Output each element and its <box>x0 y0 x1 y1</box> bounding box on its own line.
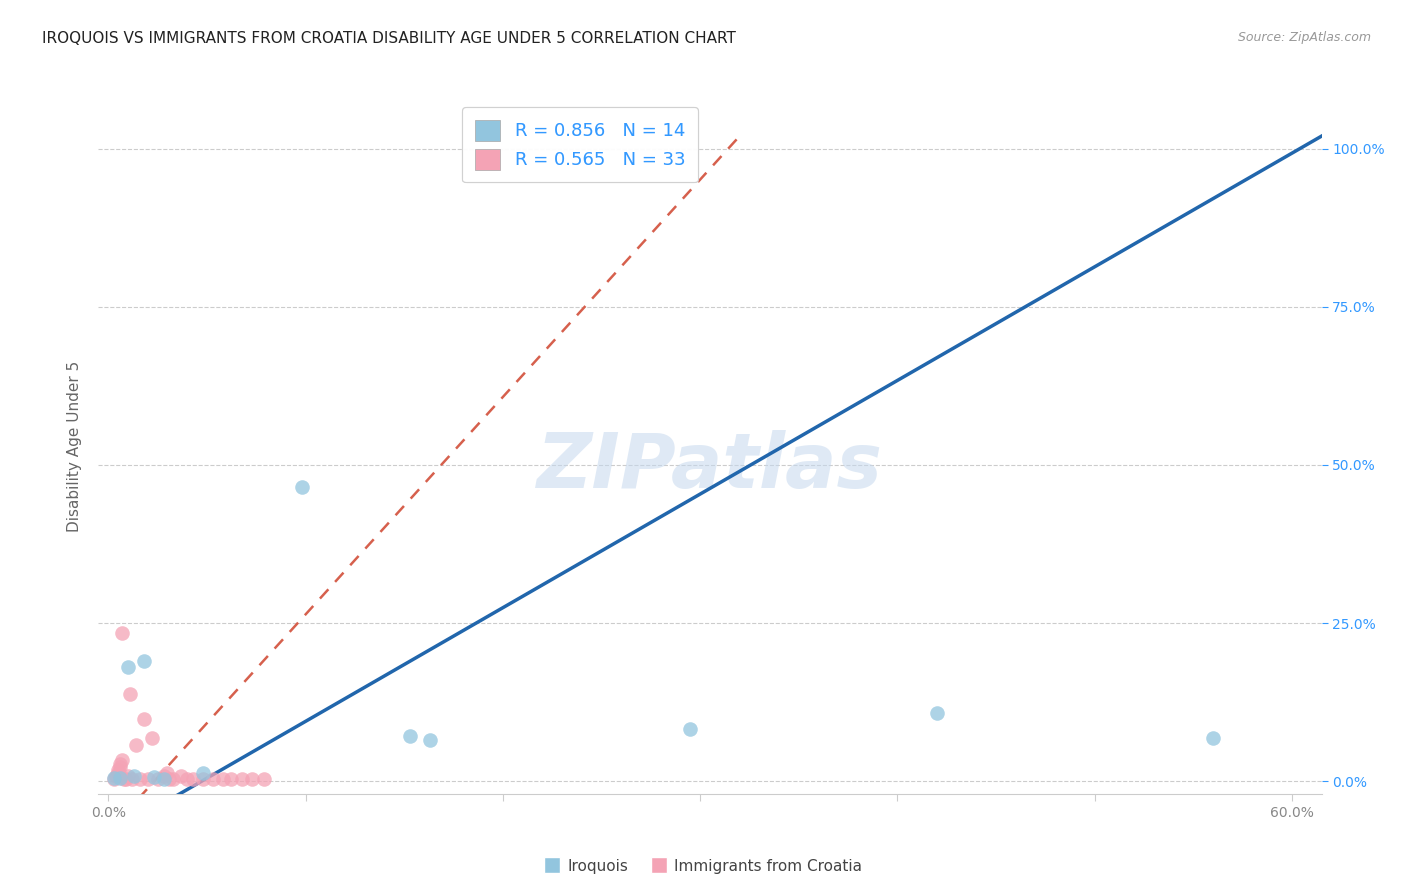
Point <box>240 772 263 786</box>
Point <box>419 733 441 747</box>
Point <box>122 769 145 783</box>
Point <box>132 712 155 726</box>
Point <box>142 771 165 785</box>
Legend: R = 0.856   N = 14, R = 0.565   N = 33: R = 0.856 N = 14, R = 0.565 N = 33 <box>463 107 697 182</box>
Point <box>121 772 143 786</box>
Point <box>152 772 174 786</box>
Point <box>181 772 204 786</box>
Point <box>136 772 159 786</box>
Point <box>253 772 276 786</box>
Point <box>132 654 155 668</box>
Point <box>159 772 181 786</box>
Point <box>170 769 193 783</box>
Point <box>128 772 150 786</box>
Point <box>108 771 131 785</box>
Point <box>115 772 138 786</box>
Point <box>103 771 125 785</box>
Text: IROQUOIS VS IMMIGRANTS FROM CROATIA DISABILITY AGE UNDER 5 CORRELATION CHART: IROQUOIS VS IMMIGRANTS FROM CROATIA DISA… <box>42 31 737 46</box>
Point <box>211 772 233 786</box>
Point <box>162 772 184 786</box>
Point <box>679 723 702 737</box>
Legend: Iroquois, Immigrants from Croatia: Iroquois, Immigrants from Croatia <box>538 853 868 880</box>
Point <box>191 772 214 786</box>
Y-axis label: Disability Age Under 5: Disability Age Under 5 <box>67 360 83 532</box>
Point <box>191 766 214 780</box>
Point <box>111 625 134 640</box>
Point <box>111 753 134 767</box>
Point <box>108 760 131 774</box>
Point <box>201 772 224 786</box>
Point <box>176 772 198 786</box>
Point <box>117 660 139 674</box>
Point <box>925 706 948 720</box>
Point <box>231 772 253 786</box>
Point <box>141 731 163 746</box>
Point <box>112 772 135 787</box>
Text: ZIPatlas: ZIPatlas <box>537 430 883 504</box>
Point <box>219 772 242 786</box>
Point <box>103 772 125 786</box>
Point <box>399 729 422 743</box>
Point <box>107 763 129 777</box>
Point <box>107 766 129 780</box>
Point <box>118 687 141 701</box>
Point <box>125 738 148 752</box>
Point <box>1202 731 1225 746</box>
Point <box>117 769 139 783</box>
Point <box>291 480 314 494</box>
Point <box>105 769 128 783</box>
Point <box>146 772 169 786</box>
Point <box>108 756 131 771</box>
Text: Source: ZipAtlas.com: Source: ZipAtlas.com <box>1237 31 1371 45</box>
Point <box>156 766 179 780</box>
Point <box>152 769 174 783</box>
